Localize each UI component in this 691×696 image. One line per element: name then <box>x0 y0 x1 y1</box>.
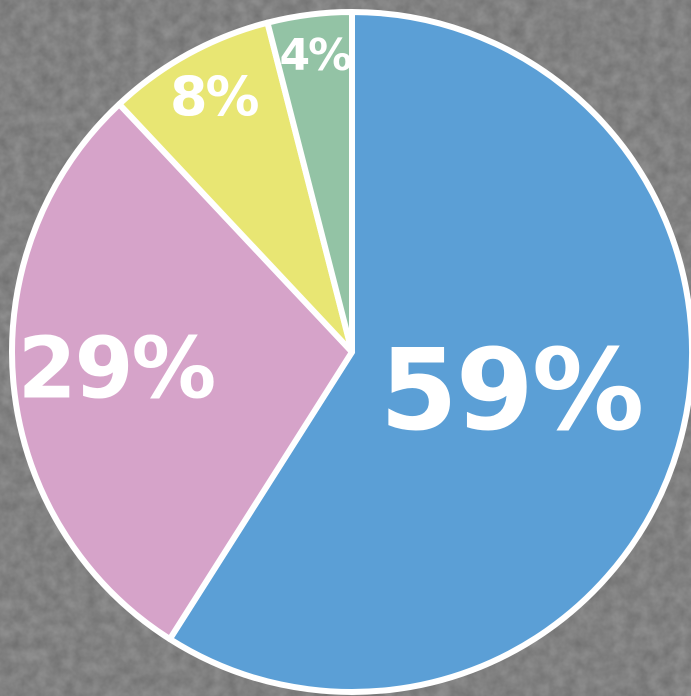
value-label: 29% <box>18 319 215 418</box>
page: {"chart_data": {"type": "pie", "values":… <box>0 0 691 696</box>
value-label: 8% <box>170 65 259 128</box>
value-label: 59% <box>380 326 642 456</box>
chart: 59% 29% 8% 4% <box>0 0 691 696</box>
value-label: 4% <box>279 30 351 81</box>
